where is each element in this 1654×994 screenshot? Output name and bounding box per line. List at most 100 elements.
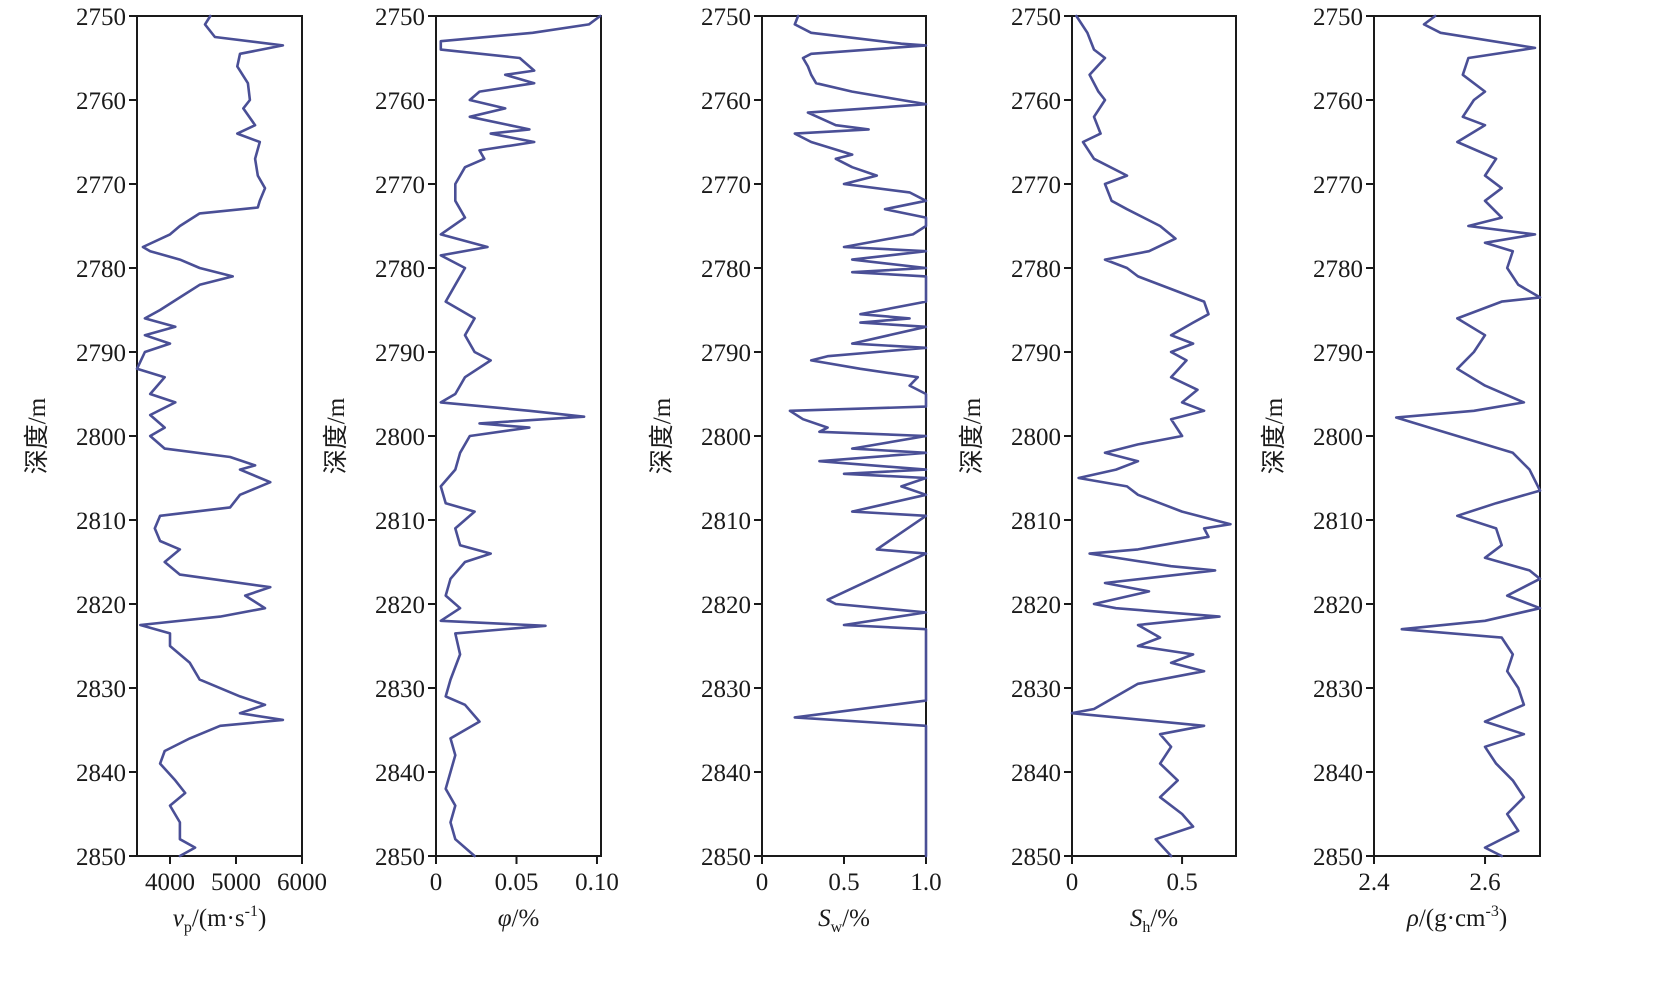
- y-tick-label: 2770: [375, 172, 425, 199]
- x-axis-title-part: /%: [842, 905, 870, 932]
- y-tick-label: 2780: [76, 256, 126, 283]
- y-tick-label: 2810: [375, 508, 425, 535]
- x-axis-title-part: /(m·s: [192, 905, 245, 932]
- y-tick-label: 2780: [1011, 256, 1061, 283]
- track-density: 2750 2760 2770 2780 2790 2800 2810 2820 2830 2840…: [1260, 4, 1542, 932]
- x-axis-title-part: /%: [512, 905, 540, 932]
- log-curve-Sh: [1070, 14, 1232, 858]
- x-axis-title-part: w: [831, 919, 843, 936]
- x-tick-label: 0.10: [575, 869, 619, 896]
- y-tick-label: 2770: [76, 172, 126, 199]
- x-tick-label: 0.5: [1166, 869, 1197, 896]
- y-tick-label: 2820: [375, 592, 425, 619]
- y-tick-label: 2800: [375, 424, 425, 451]
- y-tick-label: 2840: [375, 760, 425, 787]
- y-tick-label: 2810: [76, 508, 126, 535]
- y-tick-label: 2780: [701, 256, 751, 283]
- x-axis-title-part: h: [1142, 919, 1150, 936]
- x-tick-label: 2.6: [1469, 869, 1500, 896]
- y-tick-label: 2850: [701, 844, 751, 871]
- y-tick-label: 2790: [701, 340, 751, 367]
- y-tick-label: 2830: [375, 676, 425, 703]
- y-tick-label: 2800: [76, 424, 126, 451]
- x-axis-title: ρ/(g·cm-3): [1406, 903, 1507, 932]
- y-tick-label: 2830: [701, 676, 751, 703]
- y-tick-label: 2840: [701, 760, 751, 787]
- log-curve-Sw: [788, 14, 928, 858]
- y-axis-title: 深度/m: [23, 397, 51, 474]
- plot-frame: [1071, 15, 1237, 857]
- y-tick-label: 2850: [76, 844, 126, 871]
- y-axis-title: 深度/m: [958, 397, 986, 474]
- y-tick-label: 2750: [76, 4, 126, 31]
- x-axis-title: Sw/%: [818, 905, 870, 936]
- y-tick-label: 2760: [1313, 88, 1363, 115]
- y-tick-label: 2750: [375, 4, 425, 31]
- y-tick-label: 2840: [1011, 760, 1061, 787]
- y-tick-label: 2820: [1011, 592, 1061, 619]
- y-tick-label: 2810: [701, 508, 751, 535]
- y-tick-label: 2790: [1313, 340, 1363, 367]
- y-tick-label: 2850: [1313, 844, 1363, 871]
- x-axis-title: φ/%: [498, 905, 540, 932]
- x-tick-label: 0: [1066, 869, 1079, 896]
- x-axis-title-part: p: [184, 919, 192, 936]
- y-tick-label: 2800: [701, 424, 751, 451]
- y-tick-label: 2830: [1011, 676, 1061, 703]
- y-tick-label: 2800: [1313, 424, 1363, 451]
- y-tick-label: 2760: [76, 88, 126, 115]
- x-axis-title: Sh/%: [1130, 905, 1178, 936]
- y-tick-label: 2760: [375, 88, 425, 115]
- y-tick-label: 2820: [701, 592, 751, 619]
- y-tick-label: 2840: [76, 760, 126, 787]
- y-tick-label: 2780: [375, 256, 425, 283]
- x-axis-title-part: /(g·cm: [1419, 905, 1486, 932]
- track-vp: 2750 2760 2770 2780 2790 2800 2810 2820 2830 2840…: [23, 4, 327, 936]
- x-axis-title-part: ρ: [1406, 905, 1419, 932]
- x-tick-label: 0: [756, 869, 769, 896]
- y-tick-label: 2770: [701, 172, 751, 199]
- log-curve-porosity: [439, 14, 602, 858]
- track-porosity: 2750 2760 2770 2780 2790 2800 2810 2820 2830 2840…: [322, 4, 619, 932]
- y-tick-label: 2830: [76, 676, 126, 703]
- y-tick-label: 2850: [375, 844, 425, 871]
- x-axis-title-part: S: [1130, 905, 1143, 932]
- x-axis-title-part: φ: [498, 905, 512, 932]
- x-axis-title-part: v: [173, 905, 185, 932]
- y-tick-label: 2820: [1313, 592, 1363, 619]
- track-Sh: 2750 2760 2770 2780 2790 2800 2810 2820 2830 2840…: [958, 4, 1237, 936]
- y-tick-label: 2790: [1011, 340, 1061, 367]
- y-tick-label: 2850: [1011, 844, 1061, 871]
- y-tick-label: 2760: [701, 88, 751, 115]
- x-axis-title-part: /%: [1150, 905, 1178, 932]
- y-tick-label: 2790: [76, 340, 126, 367]
- y-tick-label: 2790: [375, 340, 425, 367]
- track-Sw: 2750 2760 2770 2780 2790 2800 2810 2820 2830 2840…: [648, 4, 942, 936]
- y-tick-label: 2780: [1313, 256, 1363, 283]
- y-tick-label: 2820: [76, 592, 126, 619]
- log-curve-vp: [135, 14, 285, 858]
- y-axis-title: 深度/m: [322, 397, 350, 474]
- y-tick-label: 2750: [1011, 4, 1061, 31]
- x-axis-title: vp/(m·s-1): [173, 903, 267, 936]
- x-axis-title-part: ): [258, 905, 266, 932]
- x-tick-label: 4000: [145, 869, 195, 896]
- x-tick-label: 0.05: [495, 869, 539, 896]
- x-axis-title-part: -1: [245, 903, 258, 920]
- x-axis-title-part: ): [1499, 905, 1507, 932]
- x-tick-label: 6000: [277, 869, 327, 896]
- y-tick-label: 2810: [1011, 508, 1061, 535]
- x-tick-label: 0: [430, 869, 443, 896]
- y-tick-label: 2840: [1313, 760, 1363, 787]
- x-tick-label: 2.4: [1358, 869, 1390, 896]
- y-tick-label: 2750: [701, 4, 751, 31]
- x-axis-title-part: S: [818, 905, 831, 932]
- x-tick-label: 5000: [211, 869, 261, 896]
- x-tick-label: 1.0: [910, 869, 941, 896]
- y-tick-label: 2750: [1313, 4, 1363, 31]
- x-axis-title-part: -3: [1485, 903, 1498, 920]
- y-tick-label: 2810: [1313, 508, 1363, 535]
- y-axis-title: 深度/m: [1260, 397, 1288, 474]
- y-tick-label: 2770: [1011, 172, 1061, 199]
